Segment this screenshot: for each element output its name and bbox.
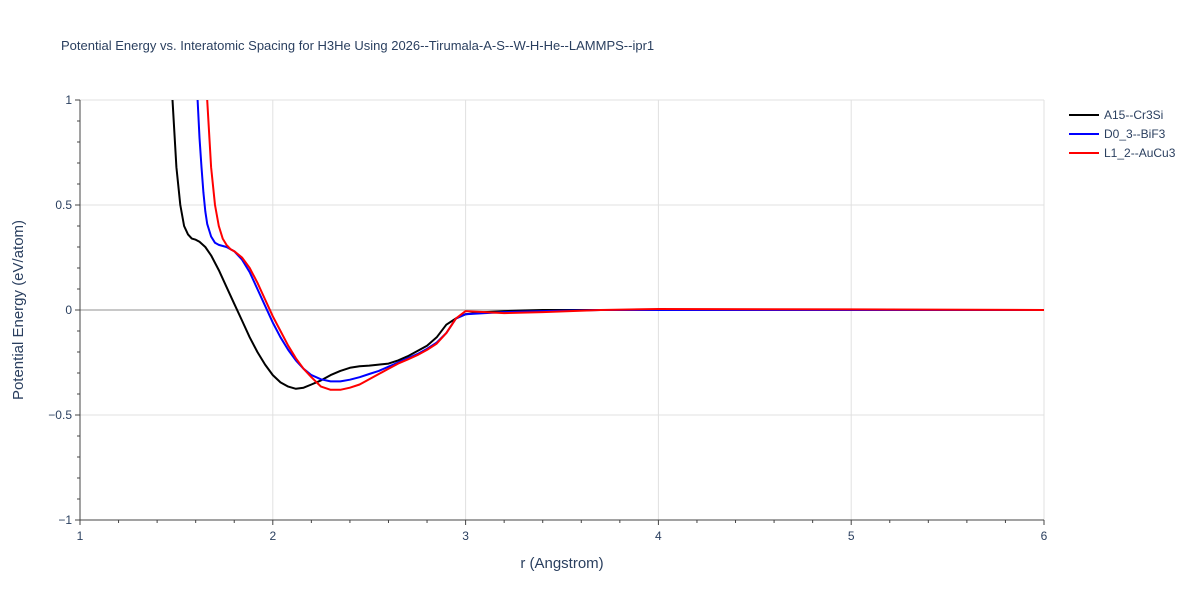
y-tick-label: −1 xyxy=(58,513,72,527)
y-ticks: −1 −0.5 0 0.5 1 xyxy=(48,93,80,527)
legend-label: D0_3--BiF3 xyxy=(1104,127,1166,141)
x-ticks: 1 2 3 4 5 6 xyxy=(77,520,1048,543)
series-line-2 xyxy=(196,100,1044,383)
y-axis-title: Potential Energy (eV/atom) xyxy=(10,220,27,400)
chart-title: Potential Energy vs. Interatomic Spacing… xyxy=(61,38,654,53)
legend-item[interactable]: L1_2--AuCu3 xyxy=(1069,146,1176,160)
x-tick-label: 3 xyxy=(462,529,469,543)
x-tick-label: 1 xyxy=(77,529,84,543)
series-group xyxy=(171,100,1044,391)
x-tick-label: 5 xyxy=(848,529,855,543)
x-tick-label: 6 xyxy=(1041,529,1048,543)
x-axis-title: r (Angstrom) xyxy=(520,555,603,572)
legend-label: L1_2--AuCu3 xyxy=(1104,146,1176,160)
y-tick-label: 0 xyxy=(65,303,72,317)
legend: A15--Cr3Si D0_3--BiF3 L1_2--AuCu3 xyxy=(1069,108,1176,160)
y-tick-label: −0.5 xyxy=(48,408,72,422)
x-tick-label: 4 xyxy=(655,529,662,543)
legend-item[interactable]: A15--Cr3Si xyxy=(1069,108,1163,122)
y-tick-label: 1 xyxy=(65,93,72,107)
series-line-3 xyxy=(206,100,1044,391)
legend-label: A15--Cr3Si xyxy=(1104,108,1163,122)
legend-item[interactable]: D0_3--BiF3 xyxy=(1069,127,1166,141)
y-tick-label: 0.5 xyxy=(55,198,72,212)
x-tick-label: 2 xyxy=(269,529,276,543)
